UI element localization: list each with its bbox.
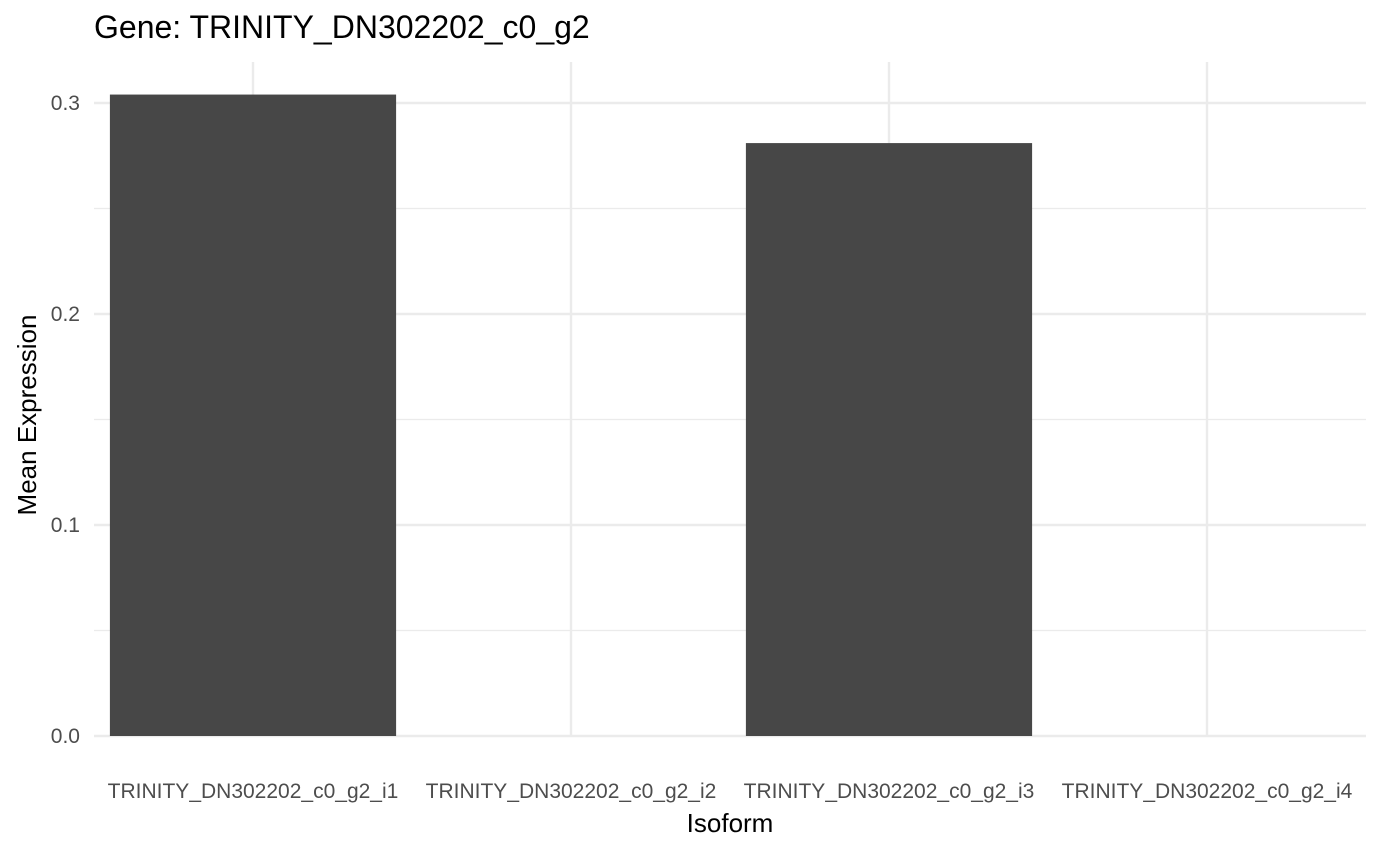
y-tick-label: 0.3 [51,92,80,115]
x-tick-label: TRINITY_DN302202_c0_g2_i2 [426,780,717,803]
bars [109,94,1033,737]
x-tick-label: TRINITY_DN302202_c0_g2_i3 [744,780,1035,803]
bar [109,94,397,736]
x-axis-tick-labels: TRINITY_DN302202_c0_g2_i1 TRINITY_DN30220… [108,780,1353,803]
x-tick-label: TRINITY_DN302202_c0_g2_i4 [1062,780,1353,803]
x-axis-title: Isoform [687,808,774,838]
x-tick-label: TRINITY_DN302202_c0_g2_i1 [108,780,399,803]
bar [745,143,1033,737]
chart-title: Gene: TRINITY_DN302202_c0_g2 [94,9,590,45]
y-axis-title: Mean Expression [12,315,42,516]
y-axis-tick-labels: 0.0 0.1 0.2 0.3 [51,92,80,748]
y-tick-label: 0.1 [51,514,80,537]
y-tick-label: 0.0 [51,725,80,748]
y-tick-label: 0.2 [51,303,80,326]
